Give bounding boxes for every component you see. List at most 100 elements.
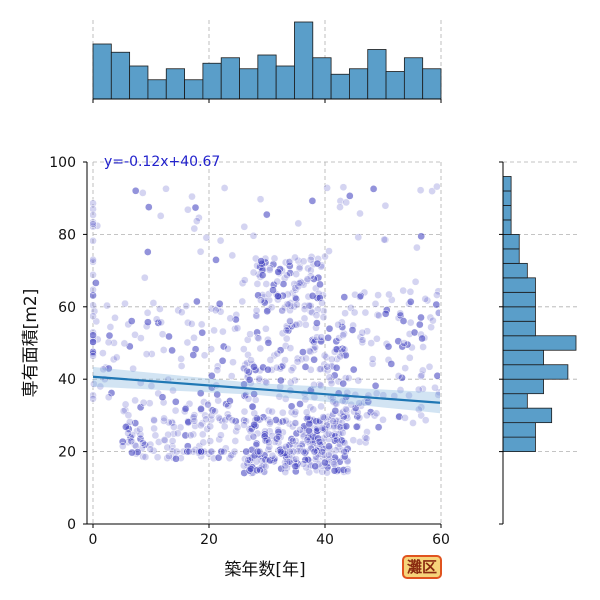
scatter-point: [140, 273, 149, 282]
scatter-point: [121, 299, 129, 308]
scatter-point: [318, 424, 327, 432]
scatter-point: [310, 355, 318, 364]
scatter-point: [419, 343, 427, 351]
scatter-point: [261, 377, 270, 386]
scatter-point: [413, 243, 421, 252]
scatter-point: [90, 285, 97, 294]
regression: [92, 366, 440, 414]
scatter-point: [90, 380, 98, 388]
scatter-point: [308, 308, 316, 317]
scatter-point: [278, 408, 287, 417]
scatter-point: [141, 453, 150, 461]
scatter-point: [215, 299, 224, 308]
scatter-point: [274, 432, 283, 441]
scatter-point: [160, 436, 169, 444]
scatter-point: [275, 392, 284, 401]
scatter-point: [266, 418, 275, 427]
scatter-point: [250, 409, 259, 418]
right-hist-bar: [502, 190, 512, 206]
scatter-point: [184, 205, 192, 214]
scatter-point: [340, 293, 349, 301]
scatter-point: [318, 299, 326, 307]
scatter-point: [308, 197, 317, 205]
scatter-point: [226, 397, 234, 405]
right-hist-bar: [502, 393, 528, 409]
scatter-point: [320, 351, 329, 360]
scatter-point: [262, 324, 270, 333]
scatter-point: [285, 447, 294, 456]
scatter-point: [312, 311, 321, 320]
scatter-point: [224, 401, 233, 410]
scatter-point: [338, 397, 347, 405]
scatter-point: [243, 366, 251, 375]
scatter-point: [369, 185, 378, 193]
scatter-point: [162, 184, 170, 193]
scatter-point: [301, 320, 310, 329]
scatter-point: [291, 376, 299, 385]
scatter-point: [285, 258, 294, 266]
scatter-point: [150, 424, 158, 433]
scatter-point: [257, 296, 265, 305]
scatter-point: [340, 452, 349, 461]
top-hist-bar: [110, 51, 131, 100]
scatter-point: [264, 438, 273, 447]
scatter-point: [104, 338, 113, 347]
scatter-point: [233, 324, 242, 332]
scatter-point: [216, 307, 225, 316]
scatter-point: [350, 308, 359, 317]
scatter-point: [223, 344, 232, 353]
scatter-point: [321, 252, 329, 261]
y-axis-label: 専有面積[m2]: [21, 289, 41, 398]
scatter-point: [293, 357, 302, 366]
right-hist-bar: [502, 364, 569, 380]
scatter-point: [90, 338, 97, 346]
scatter-point: [355, 413, 364, 422]
scatter-point: [358, 328, 367, 337]
scatter-point: [247, 356, 255, 365]
scatter-point: [339, 183, 348, 192]
scatter-point: [211, 407, 219, 416]
x-tick-label: 20: [200, 532, 218, 548]
scatter-point: [265, 443, 274, 451]
scatter-point: [363, 411, 371, 420]
scatter-point: [260, 467, 269, 476]
scatter-point: [128, 448, 136, 457]
scatter-point: [291, 253, 299, 262]
scatter-point: [107, 389, 116, 397]
scatter-point: [158, 393, 167, 402]
scatter-point: [281, 395, 290, 403]
scatter-point: [181, 431, 190, 440]
scatter-point: [90, 307, 99, 316]
scatter-point: [213, 366, 222, 374]
scatter-point: [201, 411, 209, 420]
scatter-point: [273, 277, 282, 286]
scatter-point: [240, 276, 249, 285]
scatter-point: [418, 334, 426, 343]
scatter-point: [174, 306, 183, 315]
scatter-point: [207, 304, 216, 313]
scatter-point: [368, 355, 377, 363]
scatter-point: [196, 421, 205, 430]
scatter-point: [111, 313, 119, 322]
top-hist-bar: [239, 68, 259, 100]
scatter-point: [300, 301, 309, 310]
scatter-point: [401, 414, 409, 422]
scatter-point: [189, 351, 198, 359]
scatter-point: [367, 339, 376, 347]
scatter-point: [286, 317, 294, 325]
scatter-point: [244, 394, 253, 403]
x-axis-label: 築年数[年]: [224, 560, 305, 580]
scatter-point: [252, 312, 261, 320]
scatter-point: [358, 336, 367, 344]
scatter-point: [182, 302, 191, 310]
scatter-point: [228, 416, 237, 425]
scatter-point: [394, 337, 403, 346]
right-histogram: [499, 161, 578, 525]
scatter-point: [154, 438, 163, 446]
right-hist-bar: [502, 291, 536, 308]
scatter-point: [124, 411, 133, 420]
scatter-point: [332, 435, 341, 444]
scatter-point: [249, 231, 258, 240]
scatter-point: [355, 399, 364, 408]
scatter-point: [341, 309, 349, 318]
